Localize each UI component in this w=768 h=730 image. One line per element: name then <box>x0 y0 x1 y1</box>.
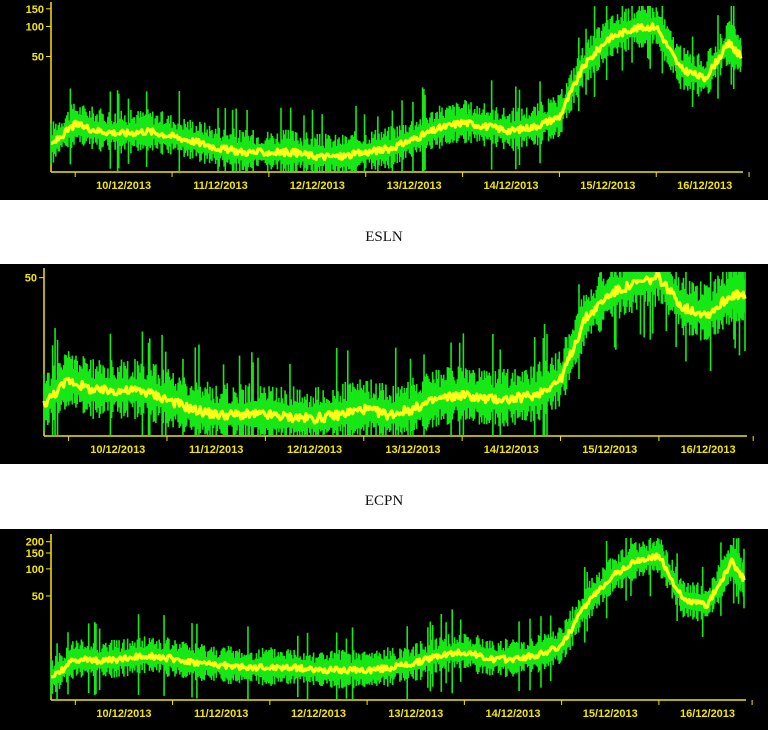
x-tick-label: 10/12/2013 <box>96 708 151 720</box>
x-tick-label: 11/12/2013 <box>194 708 248 720</box>
y-tick-label: 50 <box>32 52 44 64</box>
x-tick-label: 15/12/2013 <box>580 180 635 192</box>
y-tick-label: 150 <box>26 4 44 16</box>
smoothed-series-line <box>50 22 743 162</box>
x-tick-label: 10/12/2013 <box>90 444 145 456</box>
y-tick-label: 100 <box>26 564 44 576</box>
chart-panel-2: 50 10/12/2013 11/12/2013 12/12/2013 13/12/20… <box>0 264 768 464</box>
x-tick-label: 12/12/2013 <box>290 180 345 192</box>
y-tick-label: 50 <box>32 591 44 603</box>
x-tick-label: 12/12/2013 <box>287 444 342 456</box>
x-tick-label: 14/12/2013 <box>485 708 540 720</box>
x-tick-label: 11/12/2013 <box>189 444 243 456</box>
x-tick-label: 14/12/2013 <box>484 444 539 456</box>
x-tick-label: 13/12/2013 <box>387 180 442 192</box>
x-tick-label: 11/12/2013 <box>193 180 247 192</box>
chart-3-title: ECPN <box>364 493 404 509</box>
chart-panel-3: 200 150 100 50 10/12/2013 11/12/2013 12/12/201… <box>0 529 768 730</box>
smoothed-series-line <box>42 272 747 425</box>
x-tick-label: 10/12/2013 <box>96 180 151 192</box>
y-tick-label: 200 <box>26 537 44 549</box>
chart-panel-1: 150 100 50 10/12/2013 11/12/2013 12/12/2013 13… <box>0 0 768 200</box>
y-tick-label: 150 <box>26 548 44 560</box>
raw-signal-band <box>50 6 742 171</box>
raw-signal-band <box>43 272 746 435</box>
y-tick-label: 50 <box>25 273 37 285</box>
x-tick-label: 13/12/2013 <box>388 708 443 720</box>
x-tick-label: 16/12/2013 <box>681 444 736 456</box>
x-tick-label: 13/12/2013 <box>385 444 440 456</box>
x-tick-label: 15/12/2013 <box>583 708 638 720</box>
chart-2: 50 10/12/2013 11/12/2013 12/12/2013 13/12/20… <box>25 268 754 456</box>
x-tick-label: 12/12/2013 <box>291 708 346 720</box>
x-tick-label: 15/12/2013 <box>582 444 637 456</box>
x-tick-label: 16/12/2013 <box>677 180 732 192</box>
y-tick-label: 100 <box>26 21 44 33</box>
smoothed-series-line <box>50 552 746 679</box>
x-tick-label: 14/12/2013 <box>483 180 538 192</box>
chart-2-title: ESLN <box>365 229 403 245</box>
x-tick-label: 16/12/2013 <box>680 708 735 720</box>
chart-1: 150 100 50 10/12/2013 11/12/2013 12/12/2013 13… <box>26 2 750 192</box>
